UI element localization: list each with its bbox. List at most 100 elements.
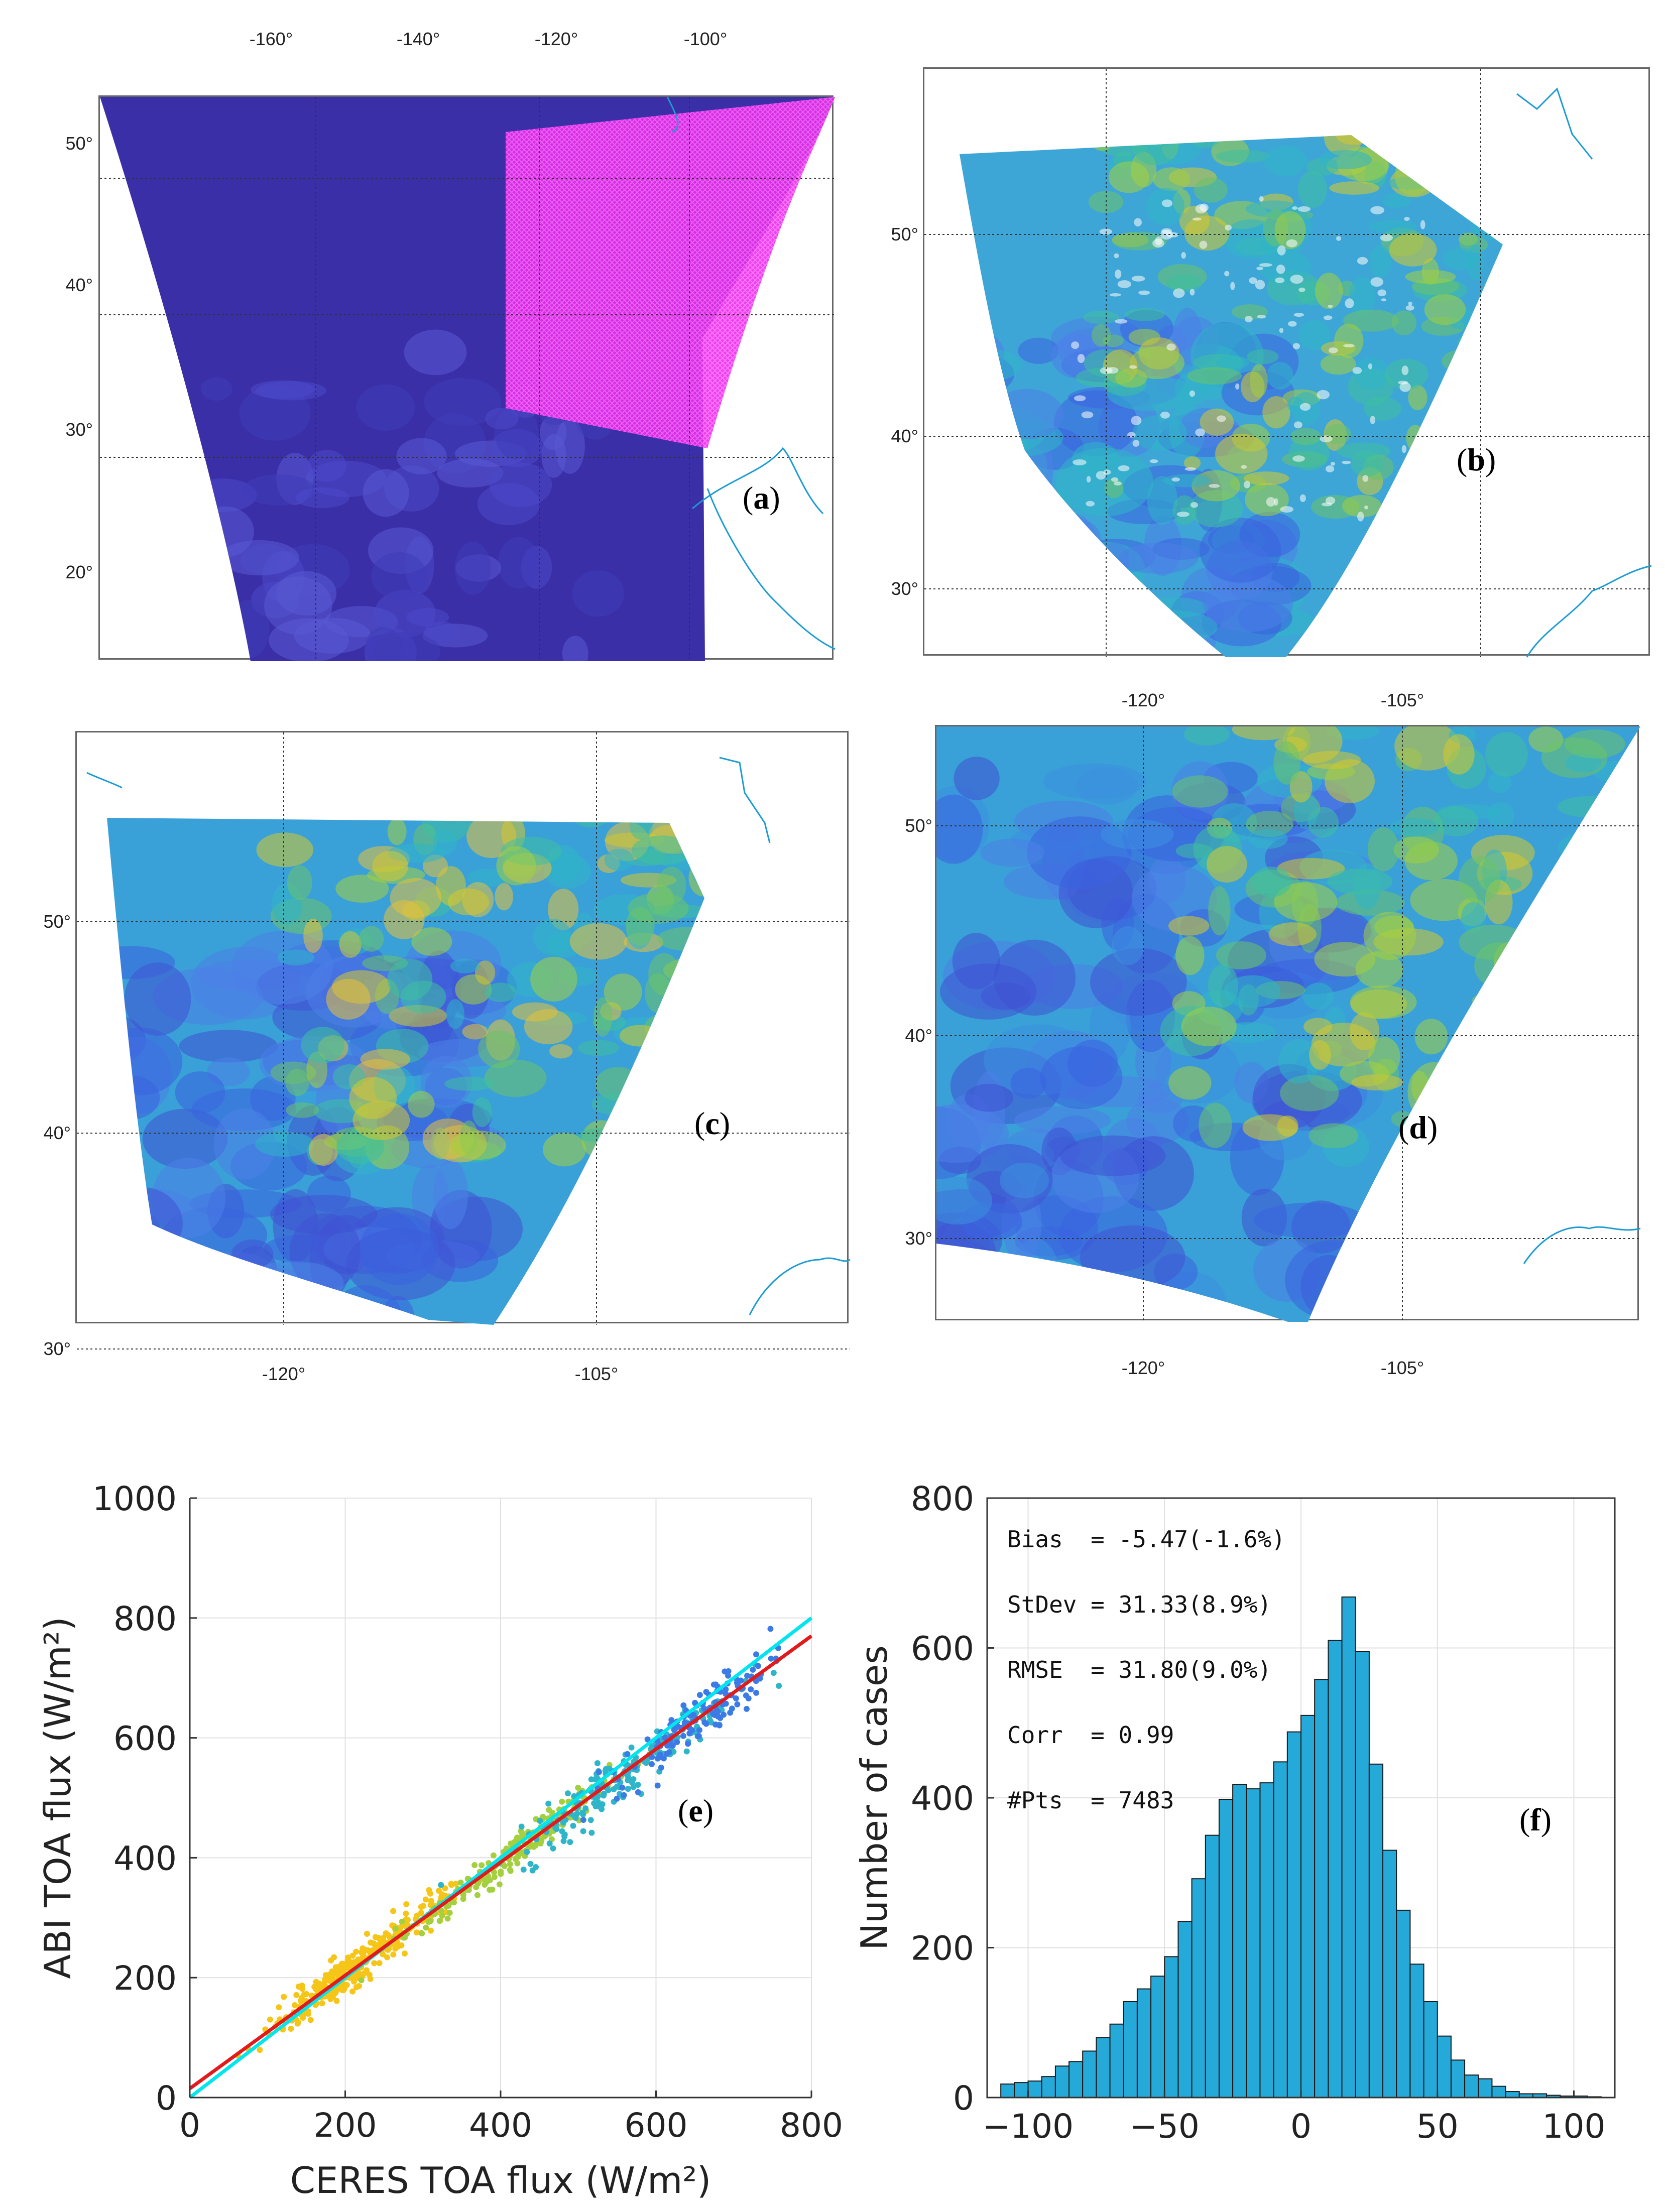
panel-label-c: (c) (694, 1105, 730, 1141)
scatter-point (727, 1709, 734, 1716)
flux-texture-low-patch (1253, 1202, 1366, 1239)
flux-texture-high-patch (1457, 190, 1484, 217)
histogram-bar (1464, 2074, 1479, 2098)
flux-texture-low-patch (250, 1076, 296, 1121)
flux-texture-high-patch (1168, 916, 1210, 936)
scatter-point (427, 1890, 433, 1897)
cloud-gaps-patch (1184, 467, 1197, 471)
scatter-point (449, 1899, 456, 1905)
histogram-bar (1246, 1788, 1261, 2098)
histogram-bar (1259, 1782, 1274, 2098)
scatter-point (734, 1701, 741, 1707)
scatter-point (630, 1784, 637, 1790)
lat-tick-label: 20° (66, 562, 93, 582)
flux-texture-high-patch (655, 1069, 704, 1111)
flux-texture-high-patch (1091, 324, 1111, 347)
scatter-point (715, 1713, 721, 1719)
coastline (1516, 87, 1593, 160)
flux-texture-low-patch (433, 1159, 468, 1230)
y-tick-label: 0 (156, 2079, 177, 2118)
flux-texture-high-patch (657, 927, 704, 951)
cloud-gaps-patch (1171, 477, 1180, 482)
flux-texture-high-patch (450, 1131, 507, 1160)
histogram-bar (1423, 2001, 1438, 2098)
scatter-point (744, 1672, 751, 1679)
flux-texture-high-patch (629, 818, 653, 840)
cloud-gaps-patch (1276, 264, 1285, 274)
flux-texture-high-patch (1183, 456, 1201, 470)
scatter-point (723, 1700, 729, 1707)
scatter-point (439, 1912, 445, 1919)
scatter-point (496, 1881, 503, 1888)
scatter-point (513, 1837, 519, 1844)
scatter-point (442, 1885, 448, 1892)
scatter-point (328, 1957, 334, 1963)
cloud-gaps-patch (1166, 343, 1176, 351)
flux-texture-high-patch (1406, 425, 1424, 451)
cloud-gaps-patch (1096, 471, 1106, 480)
stat-line: #Pts = 7483 (1007, 1787, 1174, 1814)
cloud-texture-patch (264, 576, 332, 635)
cloud-gaps-patch (1370, 277, 1383, 287)
flux-texture-high-patch (387, 958, 433, 1001)
flux-texture-low-patch (231, 1239, 274, 1269)
flux-texture-high-patch (1456, 1094, 1516, 1143)
flux-texture-high-patch (1486, 1083, 1548, 1106)
flux-texture-high-patch (478, 1030, 520, 1068)
cloud-gaps-patch (1320, 435, 1333, 442)
histogram-bar (1341, 1596, 1356, 2098)
flux-texture-high-patch (1555, 1031, 1582, 1051)
flux-texture-high-patch (1187, 367, 1242, 385)
lat-tick-label: 30° (66, 419, 93, 440)
cloud-gaps-patch (1292, 343, 1300, 349)
lat-tick-label: 30° (44, 1338, 71, 1359)
flux-texture-high-patch (1327, 869, 1393, 895)
flux-texture-high-patch (1351, 451, 1383, 477)
scatter-point (567, 1839, 573, 1846)
cloud-texture-patch (295, 487, 349, 509)
flux-texture-high-patch (673, 1046, 704, 1091)
flux-texture-high-patch (408, 1090, 435, 1118)
cloud-texture-patch (406, 608, 449, 627)
flux-texture-high-patch (1314, 942, 1376, 977)
cloud-gaps-patch (1086, 501, 1095, 507)
flux-texture-high-patch (1090, 135, 1114, 151)
scatter-point (460, 1896, 466, 1902)
lon-tick-label-bottom: -105° (1381, 1358, 1424, 1378)
scatter-point (291, 2002, 298, 2009)
flux-texture-high-patch (444, 1076, 495, 1091)
cloud-gaps-patch (1077, 353, 1085, 363)
flux-texture-high-patch (1125, 308, 1165, 321)
scatter-point (748, 1686, 754, 1693)
scatter-point (340, 1987, 346, 1994)
flux-texture-high-patch (626, 907, 655, 946)
flux-texture-high-patch (1553, 1131, 1620, 1175)
cloud-texture-patch (356, 384, 415, 431)
flux-texture-high-patch (496, 846, 536, 886)
flux-texture-high-patch (620, 1120, 683, 1134)
x-tick-label: 400 (469, 2106, 532, 2145)
cloud-texture-patch (256, 381, 327, 401)
cloud-gaps-patch (1345, 298, 1354, 308)
flux-texture-high-patch (1459, 924, 1528, 960)
scatter-point (314, 1987, 321, 1994)
scatter-point (267, 2016, 273, 2023)
flux-texture-high-patch (1309, 1040, 1331, 1070)
flux-texture-high-patch (1129, 346, 1184, 380)
scatter-point (524, 1849, 530, 1855)
scatter-point (376, 1960, 383, 1967)
flux-texture-high-patch (1496, 1095, 1532, 1112)
flux-texture-high-patch (359, 926, 384, 952)
cloud-gaps-patch (1370, 206, 1384, 214)
scatter-point (725, 1672, 732, 1679)
flux-texture-high-patch (1471, 486, 1503, 524)
flux-texture-high-patch (432, 830, 457, 855)
flux-texture-low-patch (1125, 610, 1218, 644)
histogram-bar (1068, 2061, 1084, 2098)
flux-texture-low-patch (1073, 570, 1109, 637)
panel-label-a: (a) (743, 480, 780, 516)
panel-label-b: (b) (1457, 442, 1496, 477)
histogram-bar (1014, 2082, 1029, 2099)
overlay-swath (506, 97, 835, 448)
scatter-point (427, 1927, 434, 1934)
